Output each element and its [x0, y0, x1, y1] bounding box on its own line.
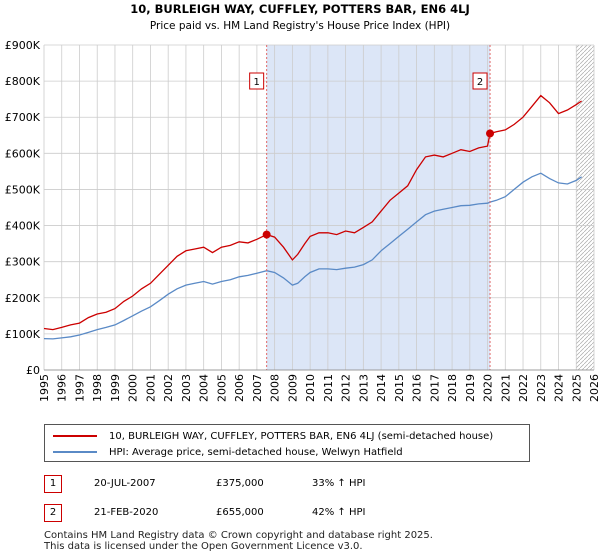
- plot-background: [44, 45, 594, 370]
- y-tick-label: £200K: [5, 292, 41, 305]
- y-tick-label: £300K: [5, 256, 41, 269]
- y-tick-label: £500K: [5, 183, 41, 196]
- sale-label-box: [249, 72, 265, 90]
- legend-label-hpi: HPI: Average price, semi-detached house,…: [109, 446, 403, 458]
- sale-date: 20-JUL-2007: [94, 478, 156, 489]
- x-tick-label: 2010: [304, 374, 317, 402]
- x-tick-label: 2024: [553, 374, 566, 402]
- y-tick-label: £400K: [5, 220, 41, 233]
- x-tick-label: 2006: [233, 374, 246, 402]
- x-tick-label: 2012: [340, 374, 353, 402]
- y-tick-label: £0: [26, 364, 40, 377]
- y-tick-label: £600K: [5, 147, 41, 160]
- x-tick-label: 1996: [56, 374, 69, 402]
- x-tick-label: 2023: [535, 374, 548, 402]
- sale-point: [262, 230, 271, 239]
- x-tick-label: 2011: [322, 374, 335, 402]
- x-tick-label: 1995: [38, 374, 51, 402]
- x-tick-label: 2017: [428, 374, 441, 402]
- gridlines: [43, 44, 595, 371]
- sale-label: 2: [477, 77, 483, 88]
- legend: 10, BURLEIGH WAY, CUFFLEY, POTTERS BAR, …: [44, 424, 530, 462]
- legend-swatch-hpi: [53, 451, 97, 453]
- sale-number-badge: 1: [44, 475, 62, 493]
- legend-item-hpi: HPI: Average price, semi-detached house,…: [53, 444, 403, 460]
- x-tick-label: 2022: [517, 374, 530, 402]
- x-tick-label: 2018: [446, 374, 459, 402]
- x-tick-label: 2014: [375, 374, 388, 402]
- x-tick-label: 2020: [482, 374, 495, 402]
- x-tick-label: 2004: [198, 374, 211, 402]
- sale-price: £375,000: [216, 478, 264, 489]
- y-axis: £0 £100K £200K £300K £400K £500K £600K £700K £80…: [5, 39, 41, 377]
- x-tick-label: 2021: [499, 374, 512, 402]
- x-tick-label: 1997: [73, 374, 86, 402]
- sale-number-badge: 2: [44, 504, 62, 522]
- x-tick-label: 2015: [393, 374, 406, 402]
- x-tick-label: 2025: [570, 374, 583, 402]
- chart-title: 10, BURLEIGH WAY, CUFFLEY, POTTERS BAR, …: [130, 2, 469, 16]
- sale-point: [486, 129, 495, 138]
- sale-label-box: [472, 72, 488, 90]
- x-tick-label: 2009: [286, 374, 299, 402]
- y-tick-label: £800K: [5, 75, 41, 88]
- sale-label: 1: [253, 77, 259, 88]
- ownership-period-shading: [266, 45, 491, 370]
- price-chart: 10, BURLEIGH WAY, CUFFLEY, POTTERS BAR, …: [5, 2, 600, 402]
- x-axis: 1995 1996 1997 1998 1999 2000 2001 2002 2003 2004…: [38, 369, 600, 402]
- x-tick-label: 2019: [464, 374, 477, 402]
- sale-hpi-change: 42% ↑ HPI: [312, 507, 366, 518]
- legend-swatch-property: [53, 435, 97, 437]
- sale-row: 2 21-FEB-2020 £655,000 42% ↑ HPI: [44, 503, 544, 525]
- x-tick-label: 2007: [251, 374, 264, 402]
- x-tick-label: 2002: [162, 374, 175, 402]
- footer-copyright: Contains HM Land Registry data © Crown c…: [44, 530, 433, 541]
- legend-label-property: 10, BURLEIGH WAY, CUFFLEY, POTTERS BAR, …: [109, 430, 494, 442]
- sale-row: 1 20-JUL-2007 £375,000 33% ↑ HPI: [44, 474, 544, 496]
- y-tick-label: £700K: [5, 111, 41, 124]
- x-tick-label: 2003: [180, 374, 193, 402]
- x-tick-label: 2016: [411, 374, 424, 402]
- x-tick-label: 2013: [357, 374, 370, 402]
- y-tick-label: £100K: [5, 328, 41, 341]
- chart-subtitle: Price paid vs. HM Land Registry's House …: [150, 20, 450, 32]
- legend-item-property: 10, BURLEIGH WAY, CUFFLEY, POTTERS BAR, …: [53, 428, 493, 444]
- y-tick-label: £900K: [5, 39, 41, 52]
- x-tick-label: 1999: [109, 374, 122, 402]
- footer: Contains HM Land Registry data © Crown c…: [44, 530, 433, 552]
- sale-price: £655,000: [216, 507, 264, 518]
- hpi-series-line: [43, 172, 582, 340]
- x-tick-label: 2026: [588, 374, 600, 402]
- forecast-hatch: [576, 45, 594, 370]
- x-tick-label: 2008: [269, 374, 282, 402]
- x-tick-label: 2001: [144, 374, 157, 402]
- sale-date: 21-FEB-2020: [94, 507, 159, 518]
- footer-license: This data is licensed under the Open Gov…: [44, 541, 363, 552]
- sale-hpi-change: 33% ↑ HPI: [312, 478, 366, 489]
- x-tick-label: 2005: [215, 374, 228, 402]
- x-tick-label: 2000: [127, 374, 140, 402]
- x-tick-label: 1998: [91, 374, 104, 402]
